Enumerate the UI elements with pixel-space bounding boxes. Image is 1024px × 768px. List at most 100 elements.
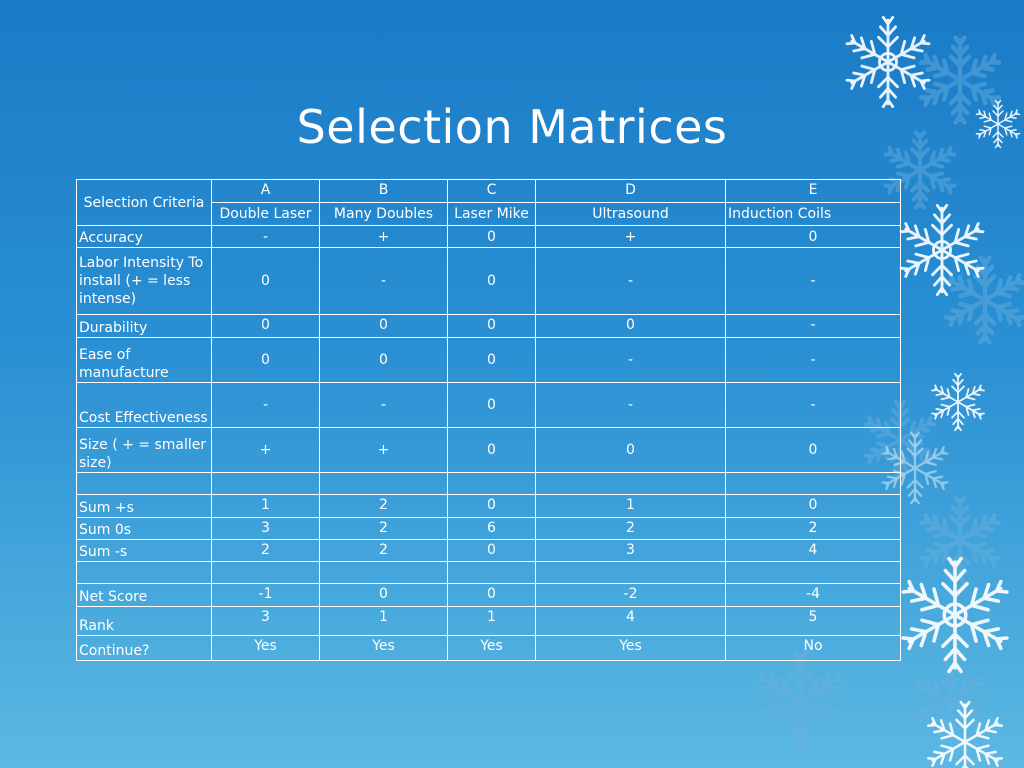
snowflake-icon	[919, 498, 1001, 583]
score-cell: 3	[535, 539, 726, 562]
table-row: Labor Intensity To install (+ = less int…	[76, 247, 901, 315]
score-cell: +	[535, 225, 726, 248]
selection-matrix-table: Selection Criteria A B C D E Double Lase…	[76, 179, 901, 661]
criterion-label: Labor Intensity To install (+ = less int…	[76, 247, 212, 315]
concept-letter: A	[211, 179, 320, 203]
score-cell: +	[211, 427, 320, 473]
score-cell: 0	[447, 225, 536, 248]
score-cell: 0	[447, 247, 536, 315]
concept-name: Induction Coils	[725, 202, 901, 226]
score-cell	[319, 561, 448, 584]
criterion-label: Cost Effectiveness	[76, 382, 212, 428]
score-cell: Yes	[535, 635, 726, 661]
score-cell: 2	[725, 517, 901, 540]
table-row: Cost Effectiveness - -0- -	[76, 382, 901, 428]
score-cell: 2	[211, 539, 320, 562]
score-cell: Yes	[319, 635, 448, 661]
header-name-row: Double Laser Many Doubles Laser Mike Ult…	[77, 202, 901, 226]
table-row: Continue? Yes Yes Yes Yes No	[76, 635, 901, 661]
criterion-label	[76, 472, 212, 495]
criteria-header: Selection Criteria	[76, 179, 212, 226]
score-cell: -	[319, 382, 448, 428]
concept-name: Many Doubles	[319, 202, 448, 226]
score-cell: +	[319, 427, 448, 473]
score-cell: 0	[319, 337, 448, 383]
score-cell: 0	[447, 314, 536, 338]
snowflake-icon	[900, 559, 1010, 672]
score-cell: No	[725, 635, 901, 661]
table-row: Net Score -1 0 0 -2 -4	[76, 583, 901, 607]
table-row: Accuracy - +0 +0	[76, 225, 901, 248]
score-cell	[211, 561, 320, 584]
score-cell: 0	[447, 337, 536, 383]
score-cell: -	[535, 337, 726, 383]
concept-letter: C	[447, 179, 536, 203]
concept-name: Laser Mike	[447, 202, 536, 226]
score-cell: 0	[211, 314, 320, 338]
score-cell: 0	[447, 382, 536, 428]
score-cell: 2	[319, 517, 448, 540]
score-cell: -	[211, 382, 320, 428]
table-row	[76, 561, 901, 584]
score-cell: 3	[211, 606, 320, 636]
score-cell: 0	[535, 314, 726, 338]
score-cell: -	[319, 247, 448, 315]
criterion-label: Durability	[76, 314, 212, 338]
snowflake-icon	[845, 17, 932, 106]
table-row: Size ( + = smaller size) + +0 0 0	[76, 427, 901, 473]
concept-letter: D	[535, 179, 726, 203]
criterion-label: Sum 0s	[76, 517, 212, 540]
snowflake-icon	[754, 653, 845, 747]
score-cell	[447, 561, 536, 584]
snowflake-icon	[899, 205, 986, 294]
score-cell: 0	[319, 583, 448, 607]
header-letter-row: Selection Criteria A B C D E	[76, 179, 901, 226]
score-cell	[319, 472, 448, 495]
score-cell	[447, 472, 536, 495]
score-cell: 0	[447, 494, 536, 518]
score-cell: 1	[211, 494, 320, 518]
score-cell: 6	[447, 517, 536, 540]
score-cell: -	[535, 247, 726, 315]
snowflake-icon	[931, 374, 986, 430]
score-cell	[535, 561, 726, 584]
score-cell	[725, 472, 901, 495]
slide-title: Selection Matrices	[296, 100, 728, 154]
score-cell: 0	[725, 225, 901, 248]
score-cell: -	[725, 337, 901, 383]
criterion-label: Rank	[76, 606, 212, 636]
score-cell	[725, 561, 901, 584]
score-cell	[535, 472, 726, 495]
snowflake-icon	[944, 258, 1024, 343]
score-cell: 5	[725, 606, 901, 636]
table-row: Durability 0 0 0 0-	[76, 314, 901, 338]
concept-name: Double Laser	[211, 202, 320, 226]
score-cell: -2	[535, 583, 726, 607]
table-row: Sum -s 2 2 0 3 4	[76, 539, 901, 562]
criterion-label: Ease of manufacture	[76, 337, 212, 383]
table-row: Ease of manufacture 0 0 0- -	[76, 337, 901, 383]
score-cell: 0	[211, 247, 320, 315]
concept-name: Ultrasound	[535, 202, 726, 226]
criterion-label	[76, 561, 212, 584]
score-cell: -	[535, 382, 726, 428]
score-cell: 3	[211, 517, 320, 540]
concept-letter: E	[725, 179, 901, 203]
score-cell: 4	[725, 539, 901, 562]
score-cell: 2	[319, 494, 448, 518]
table-row: Sum +s 1 2 0 1 0	[76, 494, 901, 518]
score-cell: 1	[319, 606, 448, 636]
concept-letter: B	[319, 179, 448, 203]
score-cell	[211, 472, 320, 495]
table-row: Rank 3 1 1 4 5	[76, 606, 901, 636]
criterion-label: Sum +s	[76, 494, 212, 518]
score-cell: 2	[535, 517, 726, 540]
score-cell: 0	[725, 427, 901, 473]
score-cell: 0	[447, 583, 536, 607]
table-row: Sum 0s 3 2 6 2 2	[76, 517, 901, 540]
score-cell: -4	[725, 583, 901, 607]
score-cell: +	[319, 225, 448, 248]
score-cell: 1	[535, 494, 726, 518]
table-row	[76, 472, 901, 495]
score-cell: Yes	[447, 635, 536, 661]
